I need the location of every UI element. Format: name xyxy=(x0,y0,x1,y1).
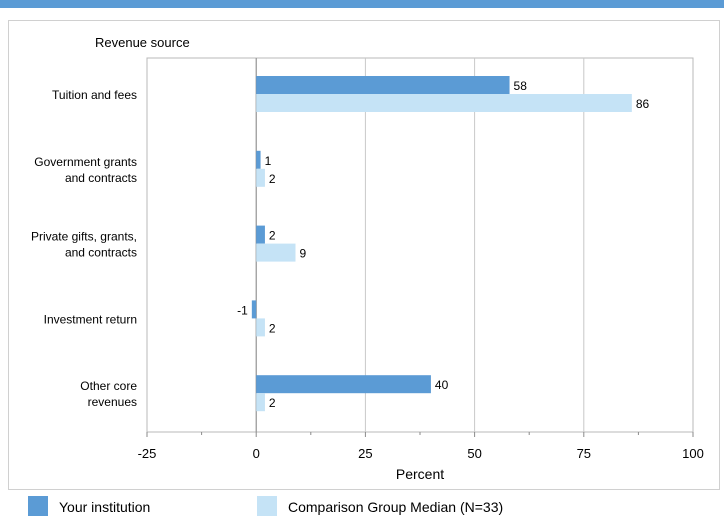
bar xyxy=(256,150,261,169)
legend-swatch xyxy=(28,496,48,516)
bar xyxy=(256,225,265,244)
category-label: Other core xyxy=(80,379,137,393)
legend-label: Your institution xyxy=(59,499,150,515)
bar-value-label: -1 xyxy=(237,303,248,317)
category-label: revenues xyxy=(88,395,137,409)
x-tick-label: 25 xyxy=(358,446,372,461)
header-accent-bar xyxy=(0,0,724,8)
bar xyxy=(256,94,632,112)
category-label: Tuition and fees xyxy=(52,88,137,102)
bar-value-label: 1 xyxy=(265,154,272,168)
x-tick-label: 50 xyxy=(467,446,481,461)
category-label: and contracts xyxy=(65,171,137,185)
bar xyxy=(256,393,265,412)
bar xyxy=(256,168,265,187)
bar xyxy=(251,300,257,319)
x-tick-label: -25 xyxy=(138,446,157,461)
bar-value-label: 2 xyxy=(269,396,276,410)
bar-value-label: 2 xyxy=(269,229,276,243)
category-label: Private gifts, grants, xyxy=(31,230,137,244)
category-label: and contracts xyxy=(65,246,137,260)
legend-label: Comparison Group Median (N=33) xyxy=(288,499,503,515)
bar xyxy=(256,76,510,94)
x-tick-label: 75 xyxy=(577,446,591,461)
x-tick-label: 100 xyxy=(682,446,704,461)
x-tick-label: 0 xyxy=(253,446,260,461)
category-label: Investment return xyxy=(44,312,137,326)
bar-value-label: 2 xyxy=(269,172,276,186)
bar-value-label: 86 xyxy=(636,97,650,111)
y-axis-title: Revenue source xyxy=(95,35,190,50)
legend-swatch xyxy=(257,496,277,516)
category-label: Government grants xyxy=(34,155,137,169)
bar-value-label: 2 xyxy=(269,321,276,335)
bar xyxy=(256,318,265,337)
bar xyxy=(256,243,296,262)
bar-value-label: 9 xyxy=(300,247,307,261)
bar xyxy=(256,375,431,394)
bar-value-label: 58 xyxy=(514,79,528,93)
x-axis-title: Percent xyxy=(396,466,444,482)
bar-value-label: 40 xyxy=(435,378,449,392)
